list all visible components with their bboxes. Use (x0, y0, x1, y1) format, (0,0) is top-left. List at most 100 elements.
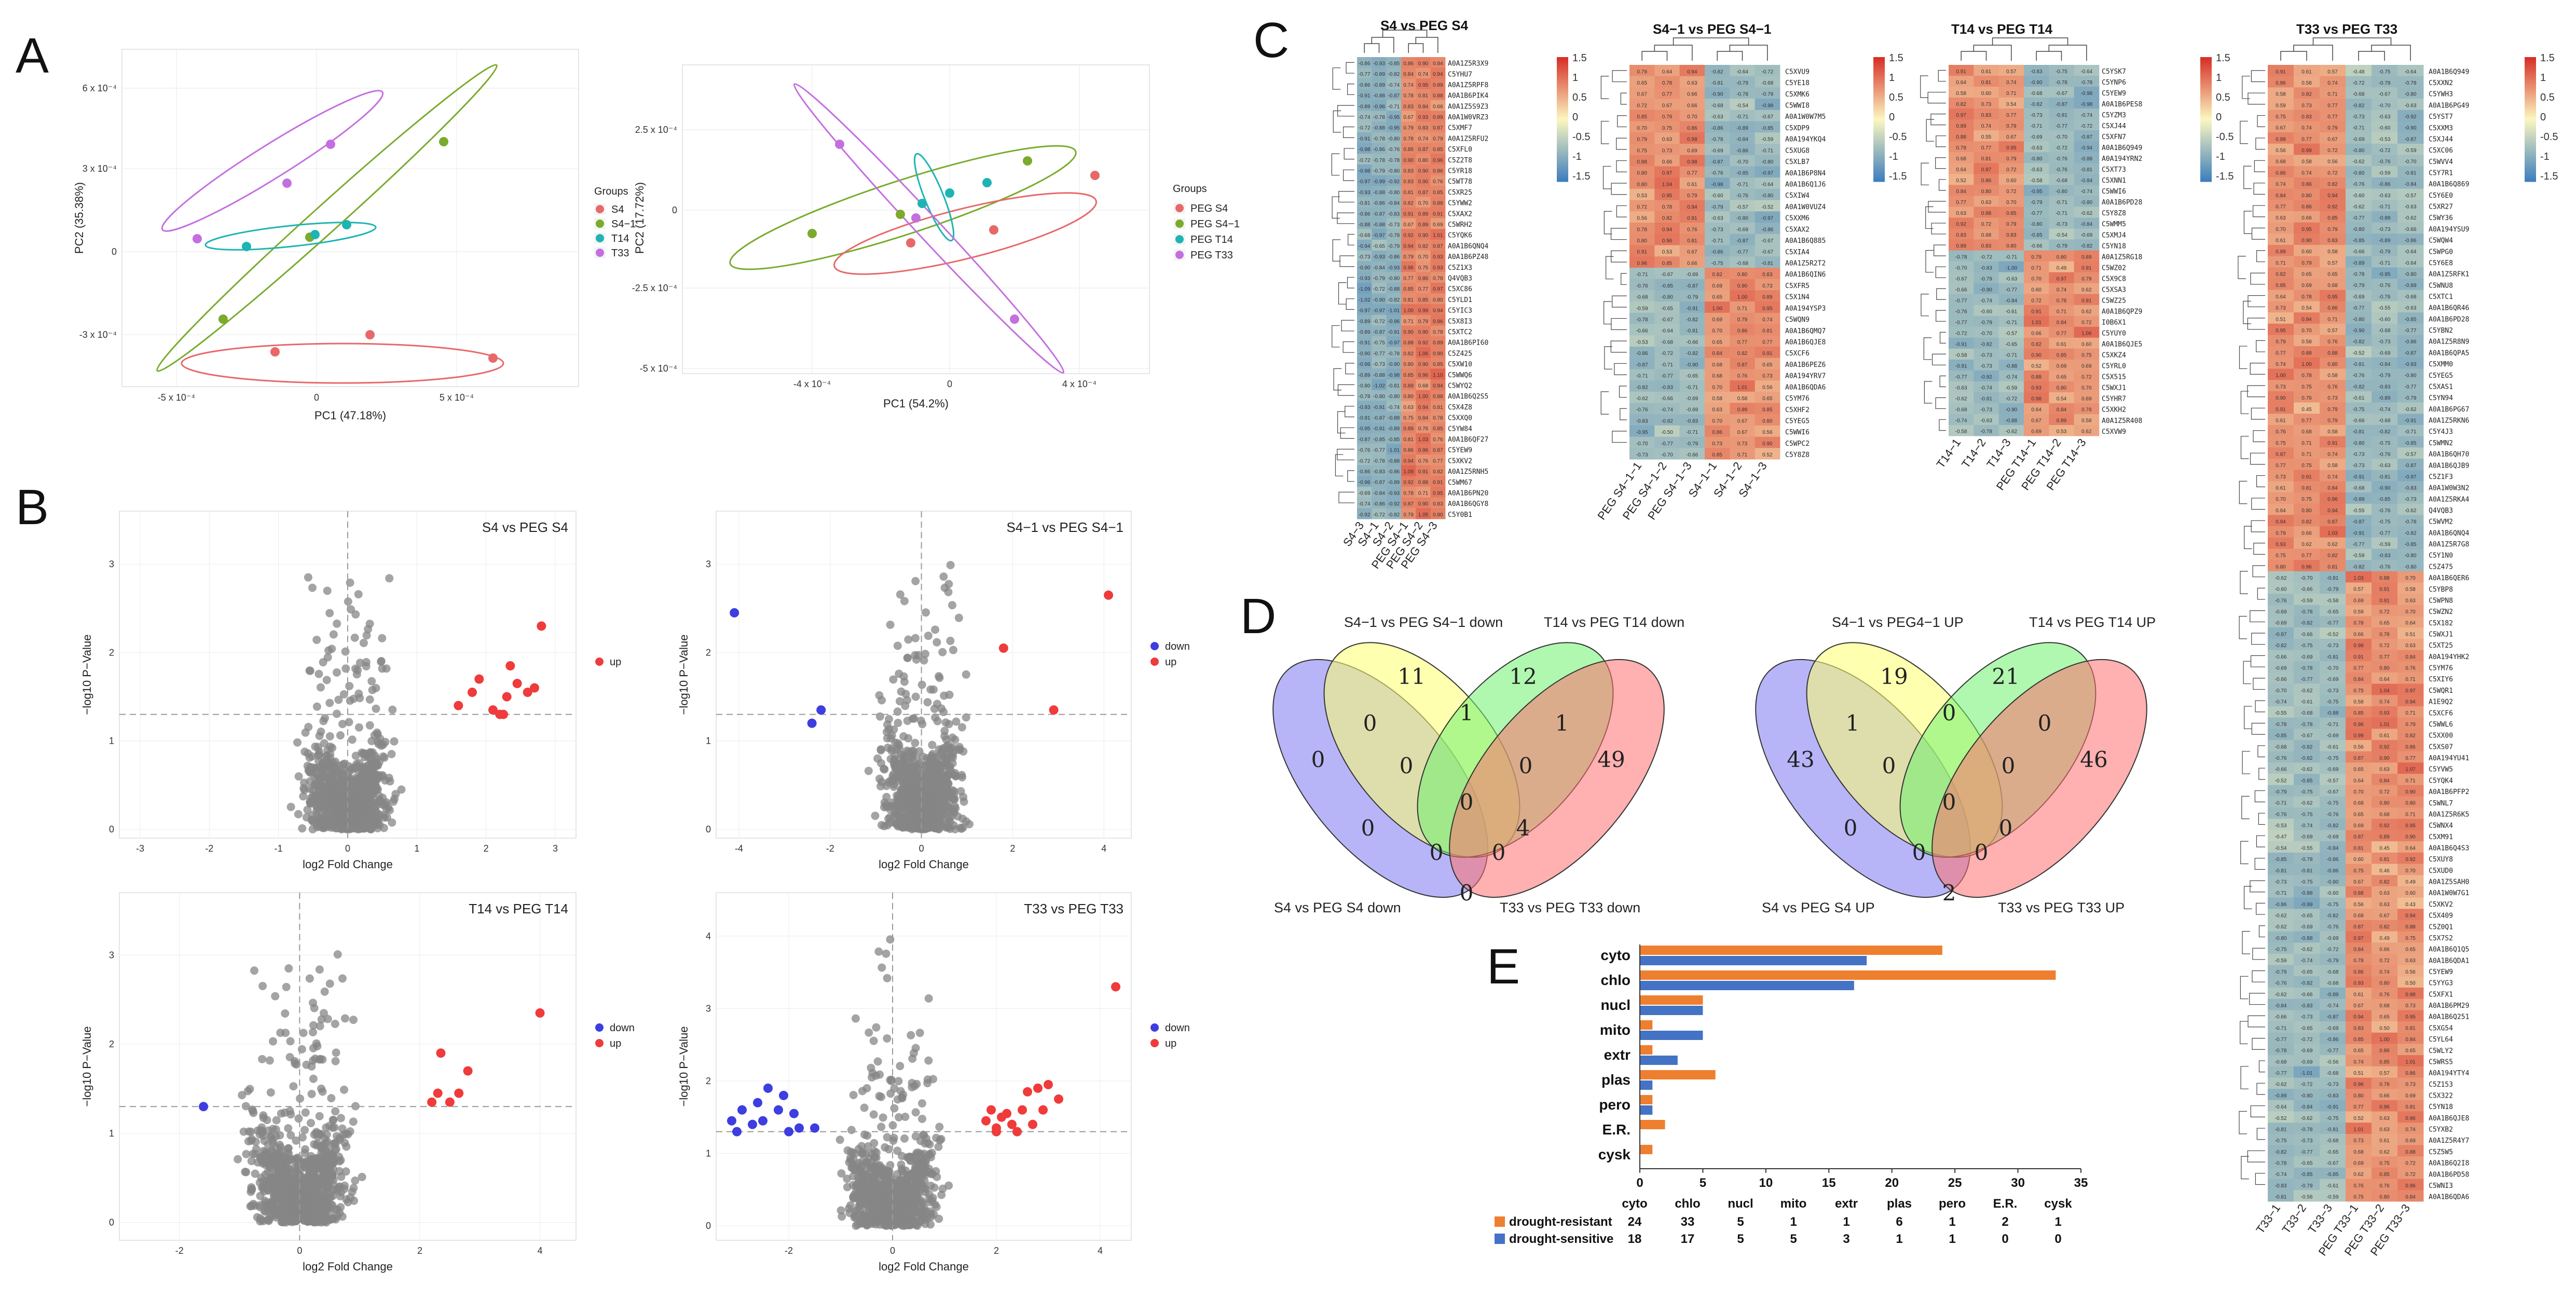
volcano-point (297, 1045, 306, 1053)
volcano-point (350, 816, 359, 825)
volcano-point (298, 824, 307, 833)
heatmap-row-label: C5XAX2 (1448, 210, 1472, 218)
volcano-point (348, 735, 357, 744)
heatmap-cell-value: 0.83 (1418, 126, 1429, 131)
heatmap-cell-value: -0.97 (1373, 308, 1385, 314)
y-axis-label: PC2 (17.72%) (633, 182, 646, 254)
volcano-point (932, 792, 941, 801)
color-scale-label: 0.5 (1572, 92, 1587, 103)
legend-item-t33: T33 (611, 248, 629, 259)
row-dendrogram (1600, 70, 1627, 443)
xtick: -2 (826, 843, 834, 854)
heatmap-cell-value: -0.93 (1373, 61, 1385, 67)
volcano-point (928, 741, 937, 749)
heatmap-row-label: C5YEW9 (1448, 447, 1472, 455)
volcano-point (335, 810, 344, 818)
heatmap-cell-value: 0.80 (1418, 158, 1429, 163)
up-point (505, 661, 515, 670)
volcano-point (333, 619, 341, 628)
volcano-point (941, 718, 950, 727)
volcano-point (847, 1126, 856, 1134)
heatmap-row-label: A0A1B6PIK4 (1448, 92, 1488, 100)
volcano-point (362, 658, 371, 666)
volcano-point (899, 1207, 908, 1215)
heatmap-cell-value: 0.79 (1418, 319, 1429, 324)
heatmap-row-label: Q4VQB3 (1448, 275, 1472, 283)
heatmap-cell-value: -0.86 (1373, 201, 1385, 207)
volcano-point (331, 1019, 339, 1028)
heatmap-cell-value: -0.99 (1373, 179, 1385, 185)
color-scale-step (1557, 103, 1568, 105)
heatmap-cell-value: -1.09 (1359, 286, 1371, 292)
heatmap-cell-value: -0.78 (1373, 136, 1385, 142)
volcano-point (890, 1084, 899, 1093)
heatmap-row-label: C5Z1X3 (1448, 264, 1472, 272)
volcano-point (843, 1183, 852, 1192)
volcano-point (883, 1034, 892, 1043)
volcano-point (284, 1124, 293, 1133)
heatmap-cell-value: -0.78 (1388, 158, 1400, 163)
heatmap-cell-value: -0.78 (1373, 458, 1385, 464)
volcano-point (368, 809, 377, 817)
heatmap-cell-value: -0.80 (1388, 136, 1400, 142)
color-scale-step (1557, 109, 1568, 112)
xtick: -4 (735, 843, 743, 854)
color-scale-step (1557, 82, 1568, 85)
volcano-point (311, 1054, 320, 1063)
volcano-point (271, 1209, 280, 1217)
heatmap-cell-value: 0.89 (1433, 340, 1443, 346)
volcano-point (282, 1198, 291, 1207)
heatmap-cell-value: 0.88 (1433, 201, 1443, 207)
volcano-point (873, 1057, 882, 1066)
heatmap-cell-value: -0.64 (1736, 69, 1748, 75)
color-scale-step (1557, 134, 1568, 136)
up-point (1033, 1083, 1043, 1093)
volcano-point (271, 1143, 280, 1152)
heatmap-cell-value: 0.81 (1403, 297, 1414, 303)
volcano-point (886, 620, 895, 629)
heatmap-cell-value: -0.90 (1359, 351, 1371, 357)
ytick: 0 (706, 1221, 711, 1231)
heatmap-cell-value: -0.89 (1388, 426, 1400, 432)
heatmap-cell-value: 0.91 (1418, 469, 1429, 475)
heatmaps: S4 vs PEG S4-0.86 -0.93 -0.85 0.86 0.90 0.84-… (1331, 18, 2558, 1258)
ytick: 0 (112, 247, 117, 257)
volcano-point (921, 650, 929, 659)
dendrogram-branch (1341, 320, 1354, 332)
up-point (468, 688, 477, 697)
heatmap-cell-value: 0.99 (1418, 308, 1429, 314)
volcano-point (334, 695, 343, 704)
heatmap-cell-value: -0.88 (1388, 458, 1400, 464)
point-t33 (193, 234, 202, 243)
color-scale-step (1557, 157, 1568, 159)
volcano-point (894, 1077, 903, 1086)
volcano-point (348, 1187, 357, 1196)
color-scale-step (1557, 76, 1568, 78)
volcano-point (350, 803, 359, 812)
heatmap-cell-value: 0.87 (1403, 501, 1414, 507)
volcano-point (932, 1133, 941, 1142)
volcano-point (331, 1057, 340, 1065)
volcano-point (313, 743, 322, 751)
heatmap-cell-value: 0.96 (1662, 238, 1673, 244)
heatmap-cell-value: 0.78 (1662, 80, 1673, 86)
heatmap-cell-value: -0.85 (1388, 437, 1400, 443)
dendrogram-branch (1620, 92, 1627, 105)
heatmap-cell-value: 0.96 (1433, 319, 1443, 324)
heatmap-cell-value: -0.87 (1373, 416, 1385, 421)
heatmap-cell-value: -0.78 (1388, 351, 1400, 357)
dendrogram-branch (1338, 191, 1354, 203)
volcano-point (367, 677, 376, 686)
dendrogram-branch (1332, 239, 1341, 262)
heatmap-cell-value: 0.86 (1687, 126, 1697, 131)
heatmap-cell-value: 0.71 (1403, 319, 1414, 324)
volcano-point (895, 741, 903, 749)
panel-label-a: A (16, 28, 49, 84)
volcano-point (345, 718, 353, 727)
up-point (488, 705, 498, 715)
volcano-point (373, 728, 381, 737)
heatmap-row-label: A0A1B6PI60 (1448, 339, 1488, 347)
volcano-point (852, 1181, 860, 1190)
volcano-point (329, 1181, 338, 1189)
